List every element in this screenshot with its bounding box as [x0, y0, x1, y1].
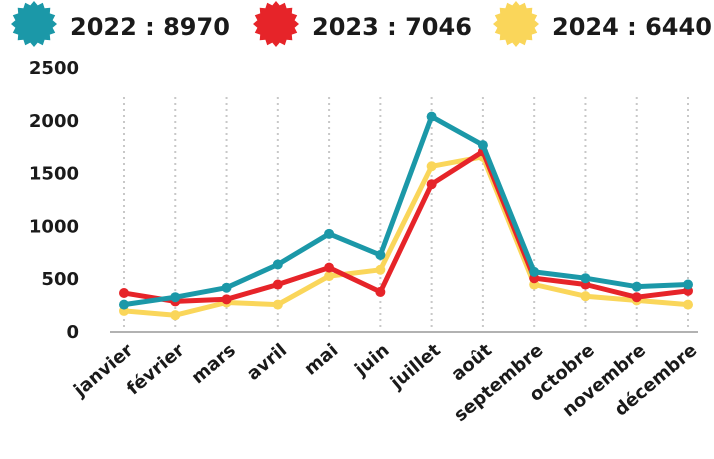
y-tick-label: 2000 [29, 111, 79, 132]
data-point [426, 161, 437, 172]
x-tick-label: avril [243, 340, 291, 385]
data-point [119, 299, 129, 310]
data-point [683, 299, 693, 310]
y-axis: 0 500 1000 1500 2000 2500 [29, 58, 79, 343]
series-group [119, 111, 693, 321]
legend-label-2022: 2022 : 8970 [70, 13, 230, 41]
legend-item-2023: 2023 : 7046 [253, 1, 472, 47]
x-tick-label: mars [188, 340, 240, 389]
y-tick-label: 1000 [29, 216, 79, 237]
badge-icon [11, 1, 57, 47]
data-point [324, 228, 335, 239]
data-point [119, 287, 129, 298]
data-point [272, 259, 283, 270]
data-point [272, 299, 283, 310]
data-point [426, 111, 437, 122]
series-line [121, 149, 691, 304]
data-point [580, 291, 591, 302]
data-point [375, 264, 386, 275]
series-2022 [119, 111, 693, 310]
legend-item-2024: 2024 : 6440 [493, 1, 712, 47]
data-point [375, 286, 386, 297]
series-line [121, 114, 691, 308]
data-point [221, 294, 232, 305]
x-tick-label: juillet [386, 339, 445, 393]
data-point [580, 273, 591, 284]
y-tick-label: 0 [66, 322, 79, 343]
legend-label-2024: 2024 : 6440 [552, 13, 712, 41]
data-point [529, 266, 540, 277]
x-tick-label: février [123, 340, 189, 400]
y-tick-label: 2500 [29, 58, 79, 79]
data-point [683, 279, 693, 290]
data-point [324, 271, 335, 282]
x-tick-label: janvier [69, 340, 137, 402]
data-point [221, 282, 232, 293]
data-point [272, 279, 283, 290]
data-point [375, 249, 386, 260]
y-tick-label: 1500 [29, 164, 79, 185]
data-point [631, 281, 642, 292]
badge-icon [253, 1, 299, 47]
series-line [121, 154, 691, 318]
data-point [631, 292, 642, 303]
data-point [426, 179, 437, 190]
data-point [170, 310, 181, 321]
data-point [170, 292, 181, 303]
data-point [477, 140, 488, 151]
y-tick-label: 500 [41, 269, 79, 290]
legend-label-2023: 2023 : 7046 [312, 13, 472, 41]
badge-icon [493, 1, 539, 47]
x-tick-label: mai [300, 340, 342, 380]
legend-item-2022: 2022 : 8970 [11, 1, 230, 47]
data-point [324, 262, 335, 273]
grid [110, 97, 698, 333]
legend: 2022 : 8970 2023 : 7046 2024 : 6440 [11, 1, 712, 47]
x-tick-label: juin [350, 340, 393, 381]
